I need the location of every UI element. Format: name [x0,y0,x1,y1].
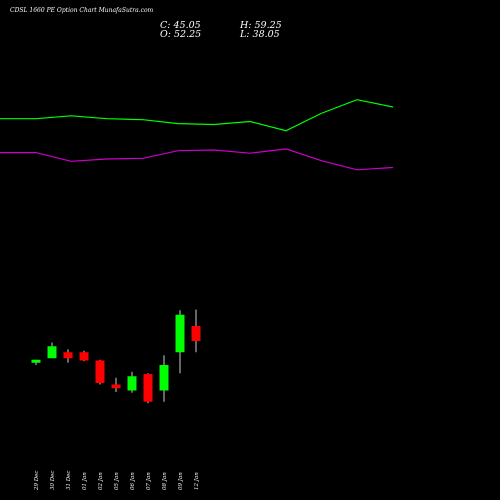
candle-body [63,352,73,359]
high-value: H: 59.25 [240,20,282,31]
x-tick-label: 08 Jan [162,472,168,490]
indicator-line-2 [0,148,394,171]
candle-body [31,359,41,363]
indicator-lines [0,99,394,171]
candle-body [191,326,201,341]
x-tick-label: 29 Dec [34,471,40,492]
candle-body [127,376,137,391]
x-axis-labels: 29 Dec 30 Dec 31 Dec 01 Jan 02 Jan 05 Jan 06 J… [34,471,200,492]
candle-body [143,374,153,402]
x-tick-label: 06 Jan [130,472,136,490]
candlestick-series [31,309,201,404]
candle-body [79,352,89,361]
close-value: C: 45.05 [160,20,201,31]
x-tick-label: 09 Jan [178,472,184,490]
candle-body [95,360,105,383]
x-tick-label: 30 Dec [50,471,56,491]
x-tick-label: 07 Jan [146,472,152,490]
x-tick-label: 12 Jan [194,472,200,490]
candle-body [47,346,57,359]
x-tick-label: 05 Jan [114,472,120,490]
open-value: O: 52.25 [160,29,202,40]
x-tick-label: 31 Dec [66,471,72,491]
indicator-line-1 [0,99,394,132]
x-tick-label: 02 Jan [98,472,104,490]
x-tick-label: 01 Jan [82,472,88,490]
chart-title: CDSL 1660 PE Option Chart MunafaSutra.co… [10,7,154,14]
low-value: L: 38.05 [240,29,280,40]
candle-body [159,365,169,391]
candle-body [111,384,121,389]
candle-body [175,314,185,353]
